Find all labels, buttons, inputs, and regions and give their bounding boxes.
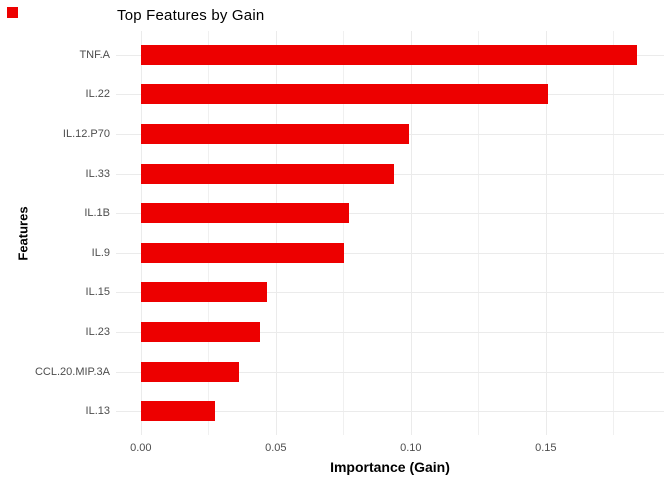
y-tick-label: TNF.A — [79, 48, 110, 61]
plot-panel — [116, 31, 664, 435]
x-tick-label: 0.00 — [130, 442, 152, 454]
gridline-major-vertical — [545, 31, 547, 435]
gridline-minor-vertical — [613, 31, 615, 435]
y-tick-label: CCL.20.MIP.3A — [34, 365, 110, 378]
gridline-major-vertical — [275, 31, 277, 435]
gridline-minor-vertical — [478, 31, 480, 435]
bar — [140, 361, 240, 382]
y-tick-label: IL.12.P70 — [62, 128, 110, 140]
gridline-major-horizontal — [116, 292, 664, 294]
y-tick-label: IL.13 — [85, 405, 110, 418]
y-tick-label: IL.9 — [91, 246, 110, 259]
bar — [140, 242, 344, 263]
bar — [140, 84, 549, 105]
corner-red-marker — [7, 7, 18, 18]
bar — [140, 401, 215, 422]
y-tick-label: IL.1B — [84, 207, 110, 220]
bar — [140, 163, 394, 184]
bar — [140, 322, 260, 342]
gridline-major-horizontal — [116, 411, 664, 413]
y-tick-label: IL.22 — [85, 88, 110, 101]
y-axis-title: Features — [15, 206, 31, 261]
bar — [140, 44, 638, 65]
gridline-major-horizontal — [116, 252, 664, 254]
x-tick-label: 0.05 — [265, 442, 287, 454]
gridline-major-horizontal — [116, 213, 664, 215]
gridline-major-vertical — [410, 31, 412, 435]
y-tick-label: IL.33 — [85, 167, 110, 180]
y-tick-label: IL.23 — [85, 326, 110, 338]
y-axis-tick-labels: TNF.A IL.22 IL.12.P70 IL.33 IL.1B IL.9 IL.15 IL… — [0, 0, 110, 480]
bar — [140, 282, 268, 303]
y-tick-label: IL.15 — [85, 286, 110, 299]
x-axis-title: Importance (Gain) — [330, 459, 450, 475]
gridline-minor-vertical — [343, 31, 345, 435]
chart-title: Top Features by Gain — [117, 7, 265, 24]
bar — [140, 124, 410, 144]
gridline-major-horizontal — [116, 332, 664, 333]
x-tick-label: 0.10 — [400, 442, 422, 454]
gridline-major-vertical — [140, 31, 142, 435]
gridline-minor-vertical — [208, 31, 210, 435]
x-tick-label: 0.15 — [535, 442, 557, 454]
gridline-major-horizontal — [116, 371, 664, 373]
bar — [140, 203, 350, 224]
